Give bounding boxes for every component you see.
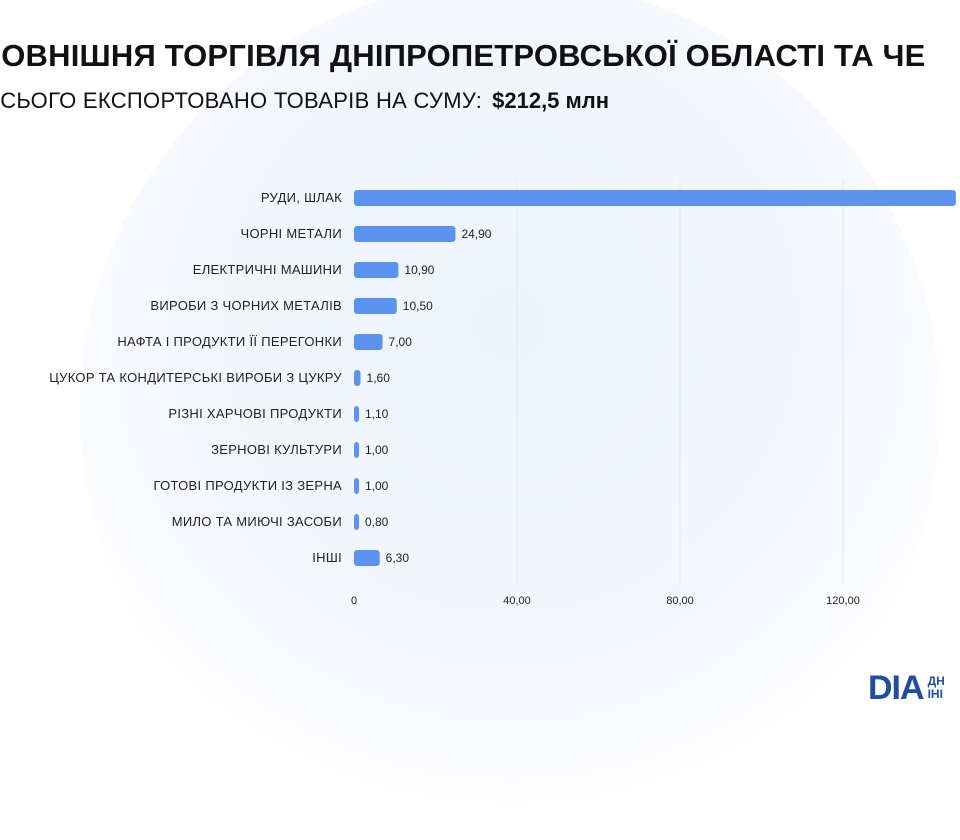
- category-label: ЕЛЕКТРИЧНІ МАШИНИ: [193, 262, 342, 277]
- value-label: 10,50: [403, 299, 433, 313]
- logo-text: ДН ІНІ: [928, 675, 945, 701]
- x-tick-label: 40,00: [503, 595, 531, 607]
- category-label: ЗЕРНОВІ КУЛЬТУРИ: [211, 442, 342, 457]
- bar: [354, 262, 399, 278]
- page-subtitle: ВСЬОГО ЕКСПОРТОВАНО ТОВАРІВ НА СУМУ: $212…: [0, 88, 960, 114]
- bar: [354, 226, 456, 242]
- value-label: 10,90: [404, 263, 434, 277]
- logo-mark: DIA: [868, 669, 925, 707]
- bar: [354, 442, 359, 458]
- value-label: 6,30: [386, 551, 410, 565]
- category-label: ГОТОВІ ПРОДУКТИ ІЗ ЗЕРНА: [153, 478, 342, 493]
- bar: [354, 298, 397, 314]
- background-glow: [80, 0, 940, 840]
- value-label: 24,90: [461, 227, 491, 241]
- dia-logo: DIA ДН ІНІ: [868, 668, 960, 708]
- value-label: 1,00: [365, 479, 389, 493]
- value-label: 1,60: [367, 371, 391, 385]
- logo-text-line2: ІНІ: [927, 687, 943, 701]
- value-label: 0,80: [365, 515, 389, 529]
- x-tick-label: 120,00: [826, 595, 860, 607]
- bar: [354, 334, 383, 350]
- value-label: 1,00: [365, 443, 389, 457]
- bar: [354, 478, 359, 494]
- bar: [354, 190, 956, 206]
- subtitle-lead: ВСЬОГО ЕКСПОРТОВАНО ТОВАРІВ НА СУМУ:: [0, 88, 483, 113]
- category-label: МИЛО ТА МИЮЧІ ЗАСОБИ: [172, 514, 342, 529]
- bar: [354, 406, 359, 422]
- value-label: 7,00: [389, 335, 413, 349]
- category-label: РІЗНІ ХАРЧОВІ ПРОДУКТИ: [168, 406, 342, 421]
- logo-text-line1: ДН: [927, 674, 945, 688]
- page-title: ЗОВНІШНЯ ТОРГІВЛЯ ДНІПРОПЕТРОВСЬКОЇ ОБЛА…: [0, 38, 926, 73]
- category-label: ВИРОБИ З ЧОРНИХ МЕТАЛІВ: [150, 298, 342, 313]
- bar: [354, 514, 359, 530]
- bar: [354, 370, 361, 386]
- category-label: НАФТА І ПРОДУКТИ ЇЇ ПЕРЕГОНКИ: [117, 334, 342, 349]
- x-tick-label: 80,00: [666, 595, 694, 607]
- category-label: ІНШІ: [312, 550, 342, 565]
- category-label: РУДИ, ШЛАК: [261, 190, 342, 205]
- x-tick-label: 0: [351, 595, 357, 607]
- value-label: 1,10: [365, 407, 389, 421]
- bar: [354, 550, 380, 566]
- category-label: ЦУКОР ТА КОНДИТЕРСЬКІ ВИРОБИ З ЦУКРУ: [49, 370, 342, 385]
- category-label: ЧОРНІ МЕТАЛИ: [241, 226, 343, 241]
- subtitle-total: $212,5 млн: [492, 88, 610, 113]
